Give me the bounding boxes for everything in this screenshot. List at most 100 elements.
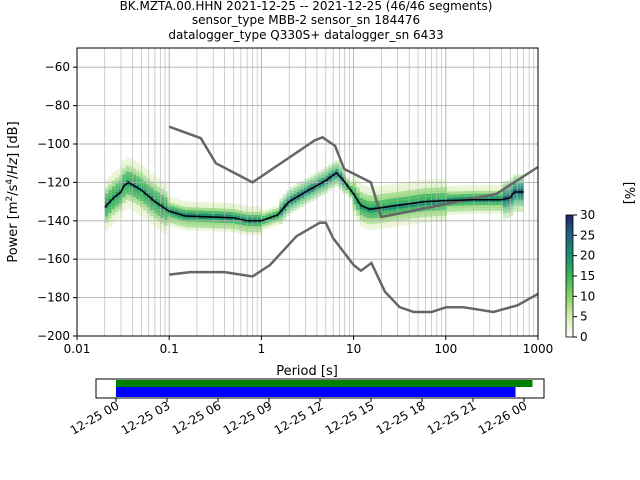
density-cell [342,182,346,186]
density-cell [157,232,161,236]
density-cell [324,181,329,185]
density-cell [153,216,158,219]
density-cell [216,199,220,203]
density-cell [391,186,395,190]
data-coverage-bar [116,380,533,387]
density-cell [492,205,496,209]
density-cell [223,225,227,229]
density-cell [380,191,385,194]
density-cell [136,205,140,208]
density-cell [488,208,493,211]
density-cell [345,187,350,190]
density-cell [481,185,486,188]
density-cell [275,205,280,208]
density-cell [143,218,147,222]
density-cell [111,194,116,198]
density-cell [230,208,234,212]
density-cell [342,176,346,180]
density-cell [104,213,109,217]
density-cell [132,174,137,178]
density-cell [181,197,186,201]
density-cell [164,191,168,195]
density-cell [495,213,500,217]
density-cell [502,213,507,216]
density-cell [321,189,325,193]
density-cell [265,211,269,215]
density-cell [450,208,454,212]
density-cell [282,196,287,200]
density-cell [220,222,224,226]
density-cell [209,208,213,211]
density-cell [185,227,189,231]
density-cell [408,204,412,208]
density-cell [356,207,360,211]
density-cell [370,189,374,193]
density-cell [509,192,514,196]
density-cell [150,207,154,211]
density-cell [405,190,409,194]
density-cell [432,193,437,197]
density-cell [387,184,392,188]
density-cell [129,160,133,164]
density-cell [391,195,395,199]
density-cell [150,195,154,199]
density-cell [129,192,133,196]
density-cell [220,211,224,215]
density-cell [460,202,465,206]
density-cell [118,209,123,213]
density-cell [230,220,234,224]
density-cell [366,212,371,216]
density-cell [513,174,517,178]
density-cell [115,174,119,178]
density-cell [359,183,364,187]
density-cell [230,203,234,207]
density-cell [513,183,517,186]
density-cell [122,171,126,175]
density-cell [394,200,398,204]
density-cell [370,215,374,219]
density-cell [192,230,196,234]
density-cell [314,173,318,176]
density-cell [104,185,109,188]
density-cell [471,199,475,203]
density-cell [366,192,371,196]
density-cell [209,205,213,208]
density-cell [401,179,405,183]
density-cell [401,188,405,192]
density-cell [432,176,437,179]
density-cell [450,182,454,186]
density-cell [488,185,493,188]
density-cell [265,205,269,209]
density-cell [108,227,112,231]
density-cell [122,179,126,183]
y-tick-label: −200 [37,329,70,343]
density-cell [272,206,276,210]
density-cell [174,221,179,225]
density-cell [502,207,507,211]
density-cell [136,179,140,182]
y-tick-label: −100 [37,137,70,151]
density-cell [426,211,430,214]
density-cell [150,175,154,179]
density-cell [251,217,255,221]
density-cell [136,184,140,188]
density-cell [485,210,489,214]
density-cell [192,227,196,231]
density-cell [356,204,360,208]
density-cell [520,188,524,192]
density-cell [419,197,423,201]
density-cell [478,187,482,191]
density-cell [370,204,374,207]
density-cell [310,183,315,187]
density-cell [125,208,130,212]
density-cell [331,162,336,165]
density-cell [352,204,357,208]
density-cell [516,206,521,209]
density-cell [254,232,259,235]
density-cell [488,216,493,220]
density-cell [122,194,126,198]
density-cell [338,178,343,182]
density-cell [488,202,493,206]
